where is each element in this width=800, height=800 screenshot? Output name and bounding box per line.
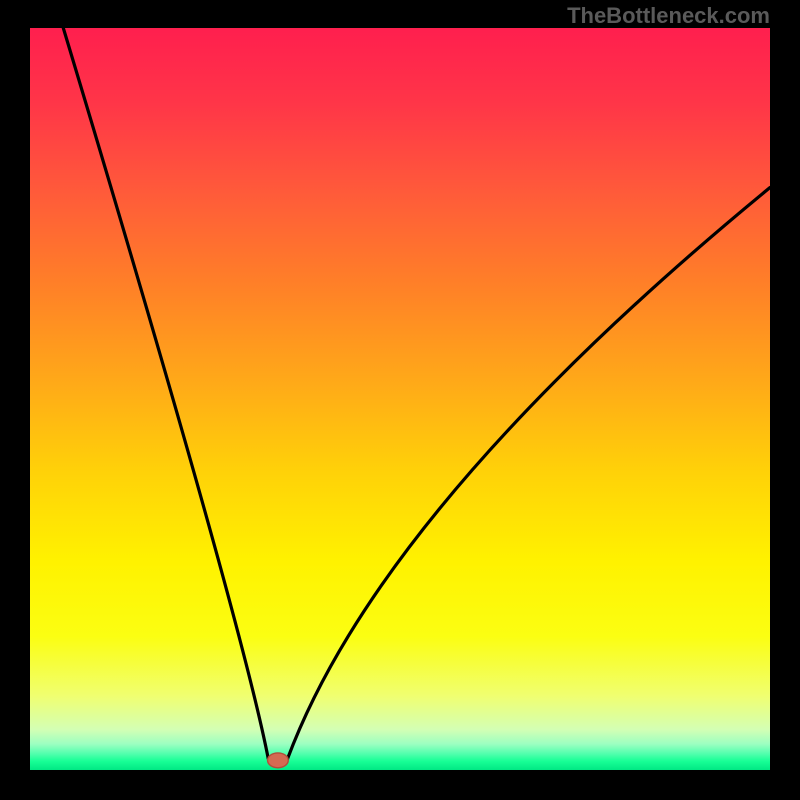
bottleneck-marker [268, 753, 289, 768]
curve-right-branch [288, 188, 770, 759]
bottleneck-curve [30, 28, 770, 770]
curve-left-branch [63, 28, 268, 759]
chart-frame: TheBottleneck.com [0, 0, 800, 800]
plot-area [30, 28, 770, 770]
watermark-text: TheBottleneck.com [567, 3, 770, 29]
